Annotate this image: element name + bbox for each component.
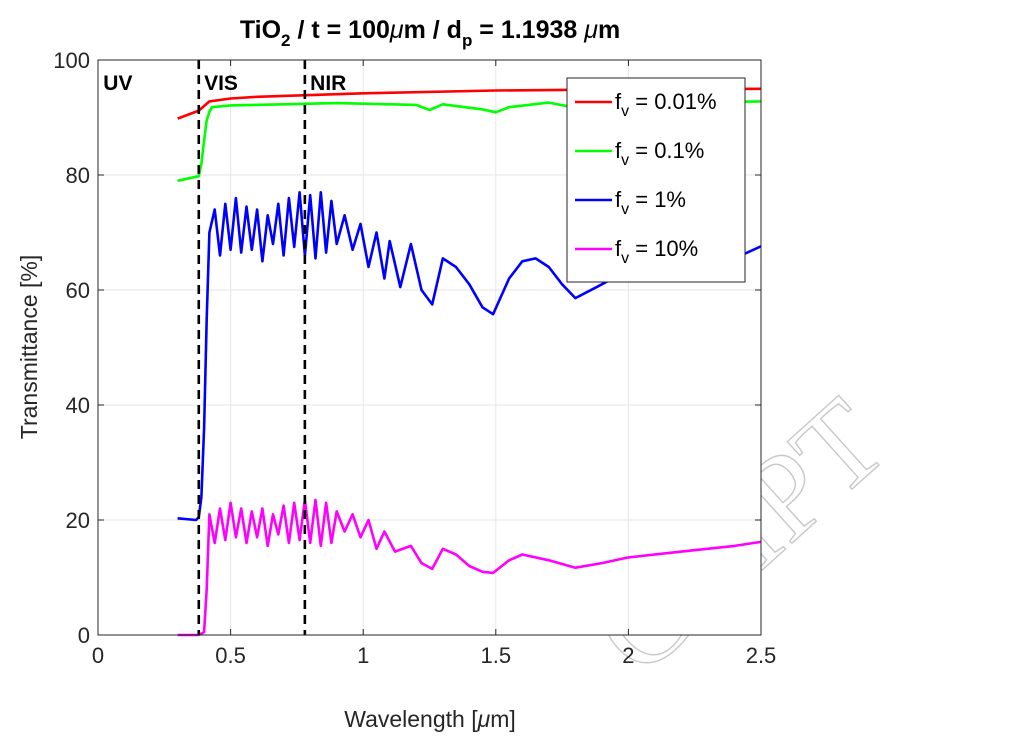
y-tick-label: 100 <box>53 48 90 73</box>
y-axis-label: Transmittance [%] <box>16 255 42 439</box>
y-tick-label: 60 <box>66 278 90 303</box>
y-tick-label: 40 <box>66 393 90 418</box>
series-group <box>177 87 762 637</box>
x-tick-label: 0 <box>92 643 104 668</box>
chart-title: TiO2 / t = 100μm / dp = 1.1938 μm <box>240 16 620 50</box>
axis-ticks: 0 0.5 1 1.5 2 2.5 0 20 40 60 80 100 <box>53 48 776 668</box>
series-line-4 <box>177 498 762 637</box>
series-line-3 <box>177 191 762 522</box>
x-tick-label: 2.5 <box>746 643 777 668</box>
x-tick-label: 2 <box>622 643 634 668</box>
region-label: NIR <box>310 72 346 95</box>
legend-entry: fv = 0.01% <box>615 89 717 120</box>
x-tick-label: 1.5 <box>481 643 512 668</box>
x-tick-label: 1 <box>357 643 369 668</box>
legend-entry: fv = 10% <box>615 236 698 267</box>
y-tick-label: 20 <box>66 508 90 533</box>
x-axis-label: Wavelength [μm] <box>344 706 516 732</box>
legend: fv = 0.01% fv = 0.1% fv = 1% fv = 10% <box>566 77 746 283</box>
series-line-1 <box>177 87 762 120</box>
region-dividers: UV VIS NIR <box>103 60 346 635</box>
region-label: UV <box>103 72 132 95</box>
axes-box <box>97 59 762 636</box>
y-tick-label: 80 <box>66 163 90 188</box>
legend-entry: fv = 0.1% <box>615 138 704 169</box>
y-tick-label: 0 <box>78 623 90 648</box>
series-line-2 <box>177 100 762 183</box>
region-label: VIS <box>204 72 238 95</box>
x-tick-label: 0.5 <box>215 643 246 668</box>
legend-entry: fv = 1% <box>615 187 686 218</box>
